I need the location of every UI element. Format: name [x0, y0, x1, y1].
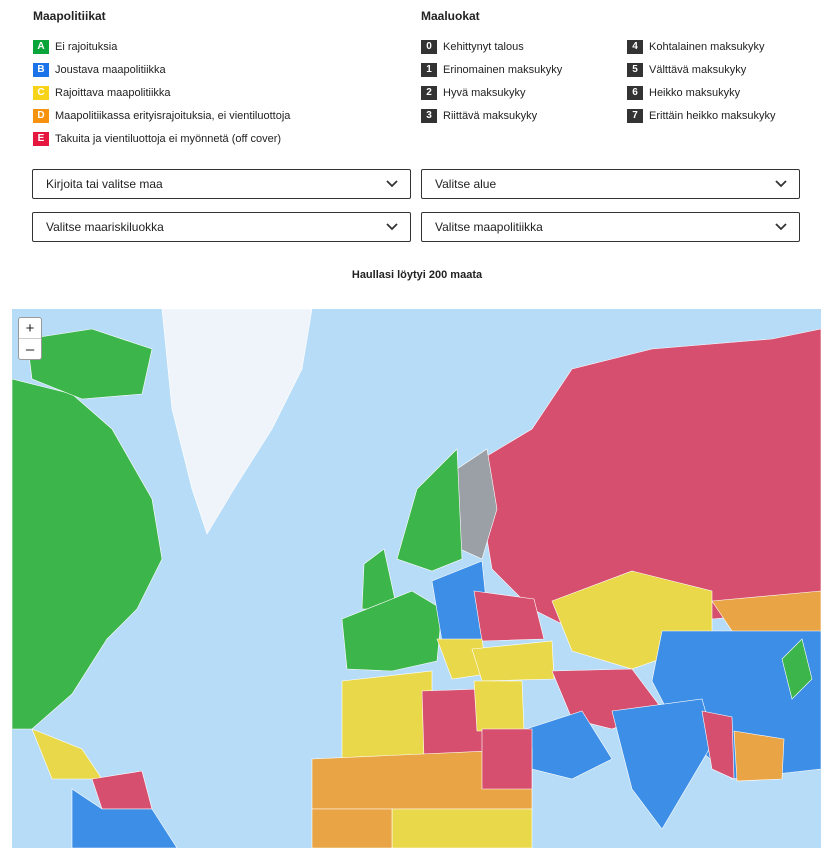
class-legend-item: 6 Heikko maksukyky: [627, 81, 807, 104]
class-legend-item: 1 Erinomainen maksukyky: [421, 58, 627, 81]
policy-label: Takuita ja vientiluottoja ei myönnetä (o…: [55, 132, 282, 145]
risk-class-select-label: Valitse maariskiluokka: [46, 220, 164, 234]
country-north-america[interactable]: [12, 378, 163, 730]
class-legend: Maaluokat 0 Kehittynyt talous 1 Erinomainen…: [421, 0, 801, 127]
country-egypt[interactable]: [473, 680, 525, 732]
policy-badge: B: [33, 62, 49, 77]
policy-badge: A: [33, 39, 49, 54]
class-badge: 5: [627, 62, 643, 77]
class-badge: 0: [421, 39, 437, 54]
class-legend-item: 2 Hyvä maksukyky: [421, 81, 627, 104]
policy-select-label: Valitse maapolitiikka: [435, 220, 543, 234]
country-east-asia-islands[interactable]: [781, 638, 813, 700]
class-badge: 7: [627, 108, 643, 123]
policy-label: Ei rajoituksia: [55, 40, 118, 53]
policy-badge: C: [33, 85, 49, 100]
policy-label: Maapolitiikassa erityisrajoituksia, ei v…: [55, 109, 291, 122]
class-label: Heikko maksukyky: [649, 86, 741, 99]
country-ukraine[interactable]: [473, 590, 545, 642]
policy-legend-item: B Joustava maapolitiikka: [33, 58, 290, 81]
class-label: Kohtalainen maksukyky: [649, 40, 765, 53]
country-greenland[interactable]: [161, 309, 313, 535]
country-indochina[interactable]: [733, 730, 785, 782]
class-badge: 1: [421, 62, 437, 77]
country-west-africa[interactable]: [311, 808, 393, 848]
class-label: Erinomainen maksukyky: [443, 63, 563, 76]
class-label: Välttävä maksukyky: [649, 63, 747, 76]
zoom-in-button[interactable]: +: [25, 319, 35, 337]
policy-badge: E: [33, 131, 49, 146]
policy-label: Joustava maapolitiikka: [55, 63, 166, 76]
class-badge: 2: [421, 85, 437, 100]
chevron-down-icon: [775, 223, 787, 231]
policy-select[interactable]: Valitse maapolitiikka: [421, 212, 800, 242]
class-legend-item: 5 Välttävä maksukyky: [627, 58, 807, 81]
class-badge: 6: [627, 85, 643, 100]
policy-badge: D: [33, 108, 49, 123]
class-badge: 3: [421, 108, 437, 123]
result-count: Haullasi löytyi 200 maata: [351, 269, 483, 281]
country-india[interactable]: [611, 698, 715, 830]
policy-legend: Maapolitiikat A Ei rajoituksia B Joustava m…: [33, 0, 290, 150]
class-badge: 4: [627, 39, 643, 54]
class-legend-title: Maaluokat: [421, 9, 480, 23]
zoom-control: + –: [18, 317, 42, 360]
risk-class-select[interactable]: Valitse maariskiluokka: [32, 212, 411, 242]
country-turkey[interactable]: [471, 640, 555, 682]
class-legend-item: 4 Kohtalainen maksukyky: [627, 35, 807, 58]
class-label: Riittävä maksukyky: [443, 109, 538, 122]
map-canvas[interactable]: [12, 309, 821, 848]
policy-legend-item: D Maapolitiikassa erityisrajoituksia, ei …: [33, 104, 290, 127]
country-central-africa[interactable]: [391, 808, 533, 848]
country-scandinavia[interactable]: [396, 448, 463, 572]
country-maghreb[interactable]: [341, 670, 433, 760]
zoom-out-button[interactable]: –: [19, 338, 41, 359]
country-libya[interactable]: [421, 688, 485, 760]
class-legend-item: 0 Kehittynyt talous: [421, 35, 627, 58]
class-label: Erittäin heikko maksukyky: [649, 109, 776, 122]
region-select-label: Valitse alue: [435, 177, 497, 191]
country-mongolia[interactable]: [711, 590, 821, 640]
class-legend-item: 7 Erittäin heikko maksukyky: [627, 104, 807, 127]
policy-legend-title: Maapolitiikat: [33, 9, 106, 23]
country-sudan[interactable]: [481, 728, 533, 790]
policy-legend-item: E Takuita ja vientiluottoja ei myönnetä (…: [33, 127, 290, 150]
region-select[interactable]: Valitse alue: [421, 169, 800, 199]
chevron-down-icon: [775, 180, 787, 188]
country-south-america[interactable]: [71, 788, 178, 848]
country-myanmar[interactable]: [701, 710, 735, 780]
country-arctic-islands[interactable]: [26, 328, 153, 400]
policy-legend-item: A Ei rajoituksia: [33, 35, 290, 58]
country-mexico[interactable]: [31, 728, 103, 780]
policy-label: Rajoittava maapolitiikka: [55, 86, 171, 99]
class-label: Hyvä maksukyky: [443, 86, 526, 99]
world-map[interactable]: + –: [12, 309, 821, 848]
country-select-label: Kirjoita tai valitse maa: [46, 177, 163, 191]
policy-legend-item: C Rajoittava maapolitiikka: [33, 81, 290, 104]
chevron-down-icon: [386, 223, 398, 231]
class-label: Kehittynyt talous: [443, 40, 524, 53]
class-legend-item: 3 Riittävä maksukyky: [421, 104, 627, 127]
chevron-down-icon: [386, 180, 398, 188]
country-select[interactable]: Kirjoita tai valitse maa: [32, 169, 411, 199]
country-western-europe[interactable]: [341, 590, 443, 672]
country-venezuela[interactable]: [91, 770, 153, 810]
